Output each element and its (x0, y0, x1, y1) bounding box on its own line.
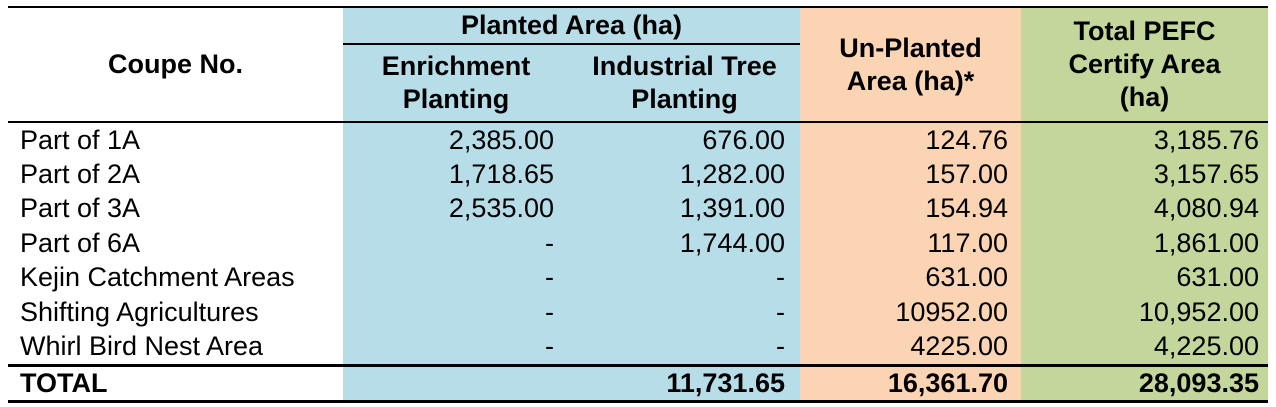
cell-enrichment: - (545, 331, 554, 362)
cell-enrichment: 1,718.65 (448, 159, 554, 190)
cell-unplanted: 4225.00 (910, 331, 1008, 362)
cell-total-certified: 3,157.65 (1153, 159, 1259, 190)
cell-total-certified: 1,861.00 (1153, 227, 1259, 258)
cell-industrial: 1,391.00 (679, 193, 785, 224)
cell-enrichment: - (545, 296, 554, 327)
cell-coupe-name: Whirl Bird Nest Area (20, 331, 264, 362)
cell-unplanted: 154.94 (925, 193, 1008, 224)
planted-area-band (343, 6, 800, 403)
cell-unplanted: 10952.00 (895, 296, 1008, 327)
top-border (8, 6, 1268, 8)
cell-industrial: - (776, 331, 785, 362)
header-unplanted-area: Un-Planted Area (ha)* (839, 32, 982, 96)
cell-industrial: - (776, 262, 785, 293)
cell-coupe-name: Part of 3A (20, 193, 141, 224)
cell-total-certified: 4,080.94 (1153, 193, 1259, 224)
cell-unplanted: 157.00 (925, 159, 1008, 190)
total-certified: 28,093.35 (1138, 368, 1259, 398)
cell-total-certified: 3,185.76 (1153, 124, 1259, 155)
cell-coupe-name: Part of 1A (20, 124, 141, 155)
total-top-rule (8, 364, 1268, 367)
header-bottom-rule (8, 121, 1268, 123)
header-planted-area: Planted Area (ha) (460, 10, 683, 40)
cell-total-certified: 10,952.00 (1138, 296, 1259, 327)
bottom-border (8, 400, 1268, 403)
cell-coupe-name: Part of 2A (20, 159, 141, 190)
total-label: TOTAL (20, 368, 108, 398)
cell-total-certified: 4,225.00 (1153, 331, 1259, 362)
header-coupe-no: Coupe No. (108, 49, 243, 79)
header-total-pefc-area: Total PEFC Certify Area (ha) (1068, 16, 1221, 112)
header-industrial-tree-planting: Industrial Tree Planting (592, 51, 777, 114)
cell-enrichment: 2,385.00 (448, 124, 554, 155)
header-enrichment-planting: Enrichment Planting (381, 51, 531, 114)
total-industrial: 11,731.65 (666, 368, 785, 398)
cell-enrichment: - (545, 227, 554, 258)
unplanted-area-band (800, 6, 1021, 403)
cell-enrichment: - (545, 262, 554, 293)
cell-unplanted: 631.00 (925, 262, 1008, 293)
cell-industrial: 1,744.00 (679, 227, 785, 258)
cell-unplanted: 117.00 (927, 227, 1008, 258)
cell-coupe-name: Part of 6A (20, 227, 141, 258)
total-enrichment (343, 367, 554, 400)
planted-subheader-rule (343, 43, 800, 45)
cell-industrial: 676.00 (702, 124, 785, 155)
cell-coupe-name: Kejin Catchment Areas (20, 262, 295, 293)
pefc-area-table: Coupe No. Planted Area (ha) Enrichment P… (8, 6, 1268, 403)
cell-coupe-name: Shifting Agricultures (20, 296, 259, 327)
total-pefc-band (1021, 6, 1268, 403)
cell-total-certified: 631.00 (1176, 262, 1259, 293)
cell-unplanted: 124.76 (925, 124, 1008, 155)
cell-enrichment: 2,535.00 (448, 193, 554, 224)
total-unplanted: 16,361.70 (887, 368, 1008, 398)
cell-industrial: - (776, 296, 785, 327)
cell-industrial: 1,282.00 (679, 159, 785, 190)
